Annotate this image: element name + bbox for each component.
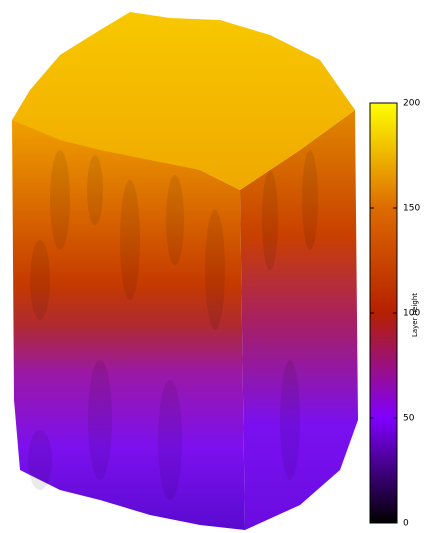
tick-label: 50 — [403, 414, 415, 424]
front-face — [12, 120, 245, 530]
tick-label: 150 — [403, 204, 420, 214]
tick-label: 200 — [403, 99, 420, 109]
colorbar-label: Layer height — [411, 293, 419, 337]
colorbar — [369, 102, 398, 524]
tick-label: 100 — [403, 309, 420, 319]
tick-label: 0 — [403, 519, 409, 529]
columns — [28, 150, 318, 500]
top-face — [12, 12, 355, 190]
volume-render — [12, 12, 358, 530]
side-face — [240, 110, 358, 530]
